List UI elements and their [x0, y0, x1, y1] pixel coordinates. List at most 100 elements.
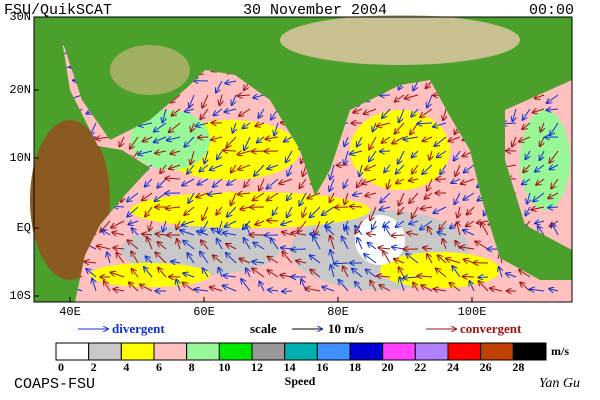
wind-arrow — [427, 94, 433, 107]
wind-arrow — [369, 136, 377, 149]
wind-arrow — [303, 206, 306, 217]
wind-arrow — [399, 192, 405, 205]
wind-arrow — [176, 220, 180, 229]
wind-arrow — [252, 268, 265, 278]
wind-arrow — [185, 109, 195, 112]
wind-arrow — [533, 109, 545, 113]
wind-arrow — [219, 268, 222, 278]
wind-arrow — [396, 164, 405, 174]
wind-arrow — [113, 248, 125, 249]
wind-arrow — [154, 122, 167, 132]
wind-arrow — [330, 192, 334, 202]
wind-arrow — [490, 288, 503, 291]
wind-arrow — [210, 164, 223, 170]
wind-arrow — [172, 108, 181, 116]
wind-arrow — [398, 150, 405, 164]
wind-arrow — [422, 164, 433, 174]
wind-arrow — [281, 221, 293, 225]
wind-arrow — [253, 95, 265, 98]
wind-arrow — [127, 206, 139, 217]
lon-label: 40E — [59, 305, 81, 319]
wind-arrow — [267, 192, 279, 201]
wind-arrow — [452, 266, 461, 278]
wind-arrow — [202, 94, 209, 108]
wind-arrow — [145, 178, 153, 187]
footer-right: Yan Gu — [539, 376, 580, 391]
colorbar-label: 26 — [480, 360, 492, 374]
wind-arrow — [380, 192, 391, 203]
wind-arrow — [535, 221, 545, 223]
wind-arrow — [460, 247, 475, 249]
wind-arrow — [287, 192, 293, 200]
wind-arrow — [160, 164, 167, 173]
wind-arrow — [547, 94, 559, 103]
wind-arrow — [506, 273, 517, 277]
wind-arrow — [417, 276, 433, 277]
wind-arrow — [372, 220, 376, 229]
wind-arrow — [549, 289, 559, 291]
wind-arrow — [394, 259, 405, 263]
wind-arrow — [231, 164, 237, 172]
wind-arrow — [268, 257, 279, 264]
wind-arrow — [398, 206, 405, 214]
wind-arrow — [307, 192, 321, 198]
wind-arrow — [421, 207, 433, 209]
wind-arrow — [267, 165, 279, 169]
wind-arrow — [413, 283, 419, 292]
wind-arrow — [96, 137, 111, 139]
wind-arrow — [370, 206, 377, 220]
wind-arrow — [344, 150, 349, 164]
wind-arrow — [405, 95, 419, 99]
wind-arrow — [346, 226, 348, 236]
wind-arrow — [299, 178, 307, 188]
wind-arrow — [279, 178, 293, 184]
wind-arrow — [197, 178, 209, 185]
wind-arrow — [127, 192, 139, 201]
wind-arrow — [463, 230, 475, 236]
wind-arrow — [400, 277, 405, 292]
wind-arrow — [437, 150, 447, 157]
wind-arrow — [380, 285, 391, 292]
wind-arrow — [167, 137, 181, 140]
wind-arrow — [549, 150, 559, 163]
wind-arrow — [204, 150, 208, 163]
wind-arrow — [155, 192, 167, 201]
wind-arrow — [367, 233, 377, 235]
wind-arrow — [155, 252, 167, 264]
wind-arrow — [463, 276, 475, 277]
wind-arrow — [191, 122, 194, 131]
wind-arrow — [120, 136, 125, 146]
wind-arrow — [287, 164, 293, 176]
wind-arrow — [535, 164, 545, 172]
wind-arrow — [413, 80, 419, 90]
wind-arrow — [217, 150, 223, 159]
colorbar-title: Speed — [285, 374, 316, 388]
wind-arrow — [223, 150, 237, 151]
land-relief — [110, 45, 190, 95]
wind-arrow — [149, 220, 152, 231]
wind-arrow — [481, 222, 489, 236]
wind-arrow — [440, 164, 447, 174]
colorbar-label: 14 — [284, 360, 296, 374]
wind-arrow — [253, 192, 265, 200]
wind-arrow — [423, 137, 433, 141]
colorbar-swatch — [218, 342, 253, 361]
wind-arrow — [182, 220, 195, 225]
colorbar-unit: m/s — [551, 344, 569, 358]
lon-label: 100E — [458, 305, 487, 319]
wind-arrow — [536, 178, 545, 185]
wind-arrow — [519, 270, 531, 278]
colorbar-swatch — [284, 342, 318, 361]
wind-arrow — [313, 236, 321, 250]
wind-arrow — [142, 192, 153, 200]
wind-arrow — [334, 263, 349, 264]
wind-arrow — [195, 289, 209, 291]
wind-arrow — [548, 192, 559, 198]
header-center: 30 November 2004 — [243, 2, 387, 19]
wind-arrow — [550, 165, 559, 169]
wind-arrow — [342, 236, 349, 250]
wind-arrow — [427, 178, 433, 191]
wind-arrow — [395, 94, 405, 102]
wind-arrow — [446, 258, 461, 264]
colorbar-swatch — [512, 342, 547, 361]
